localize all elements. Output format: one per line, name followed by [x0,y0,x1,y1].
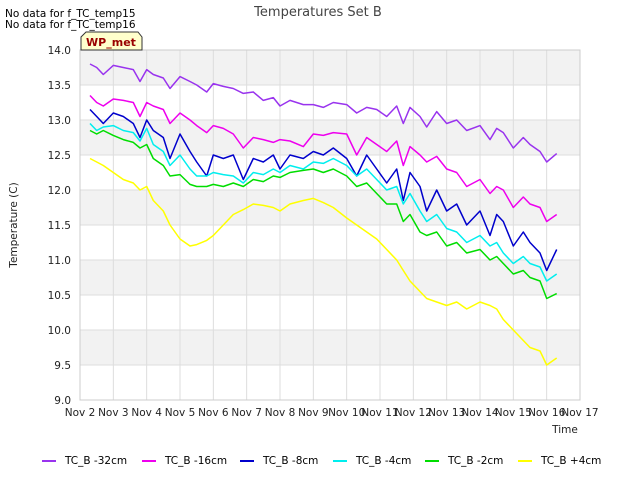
legend-swatch [425,460,439,462]
x-tick-label: Nov 10 [328,407,365,419]
x-tick-label: Nov 9 [298,407,329,419]
x-tick-label: Nov 12 [395,407,432,419]
x-tick-label: Nov 3 [98,407,129,419]
series-line-tc-b--8cm [89,108,558,272]
x-tick-label: Nov 15 [495,407,532,419]
x-tick-label: Nov 6 [198,407,229,419]
series-line-tc-b--16cm [89,94,558,223]
legend-swatch [518,460,532,462]
y-tick-label: 13.0 [48,115,71,127]
no-data-notice-1: No data for f_TC_temp15 [5,8,136,20]
badge-label: WP_met [86,36,136,49]
x-tick-label: Nov 14 [461,407,499,419]
plot-frame [79,49,581,401]
y-tick-label: 13.5 [48,80,71,92]
x-axis-label: Time [551,424,578,436]
legend-item: TC_B +4cm [518,452,601,470]
legend-label: TC_B -4cm [356,455,412,467]
y-axis-label: Temperature (C) [8,182,20,268]
legend: TC_B -32cm TC_B -16cm TC_B -8cm TC_B -4cm TC… [0,452,640,472]
background-bands [80,50,580,365]
badge-shape [80,31,143,51]
background-band [80,190,580,225]
no-data-notice-2: No data for f_TC_temp16 [5,19,136,31]
series-line-tc-b--32cm [89,63,558,163]
series-lines [89,63,558,366]
chart-title: Temperatures Set B [253,5,382,20]
y-tick-label: 14.0 [48,45,71,57]
legend-swatch [240,460,254,462]
legend-label: TC_B -2cm [448,455,504,467]
legend-item: TC_B -32cm [42,452,127,470]
background-band [80,260,580,295]
legend-item: TC_B -8cm [240,452,318,470]
x-tick-label: Nov 7 [231,407,262,419]
x-tick-label: Nov 2 [65,407,96,419]
x-tick-label: Nov 16 [528,407,566,419]
background-band [80,330,580,365]
x-tick-label: Nov 8 [265,407,296,419]
legend-label: TC_B +4cm [541,455,602,467]
series-line-tc-b-+4cm [89,157,558,366]
series-line-tc-b--4cm [89,122,558,282]
background-band [80,50,580,85]
x-tick-label: Nov 13 [428,407,465,419]
x-tick-label: Nov 17 [561,407,598,419]
legend-label: TC_B -16cm [165,455,228,467]
x-tick-label: Nov 4 [131,407,162,419]
y-tick-label: 10.5 [48,290,71,302]
y-tick-label: 12.0 [48,185,71,197]
legend-item: TC_B -16cm [142,452,227,470]
legend-item: TC_B -2cm [425,452,503,470]
y-tick-labels: 9.0 9.5 10.0 10.5 11.0 11.5 12.0 12.5 13.0 13.5 14… [48,45,71,407]
legend-swatch [42,460,56,462]
legend-label: TC_B -32cm [65,455,128,467]
x-tick-label: Nov 5 [165,407,196,419]
y-tick-label: 10.0 [48,325,71,337]
y-tick-label: 11.0 [48,255,71,267]
legend-swatch [333,460,347,462]
y-tick-label: 12.5 [48,150,71,162]
wp-met-badge: WP_met [80,31,143,51]
x-tick-label: Nov 11 [361,407,398,419]
y-tick-label: 9.0 [54,395,71,407]
y-tick-label: 9.5 [54,360,71,372]
legend-item: TC_B -4cm [333,452,411,470]
x-tick-labels: Nov 2 Nov 3 Nov 4 Nov 5 Nov 6 Nov 7 Nov 8 Nov 9… [65,407,599,419]
y-tick-label: 11.5 [48,220,71,232]
legend-label: TC_B -8cm [263,455,319,467]
legend-swatch [142,460,156,462]
series-line-tc-b--2cm [89,129,558,300]
